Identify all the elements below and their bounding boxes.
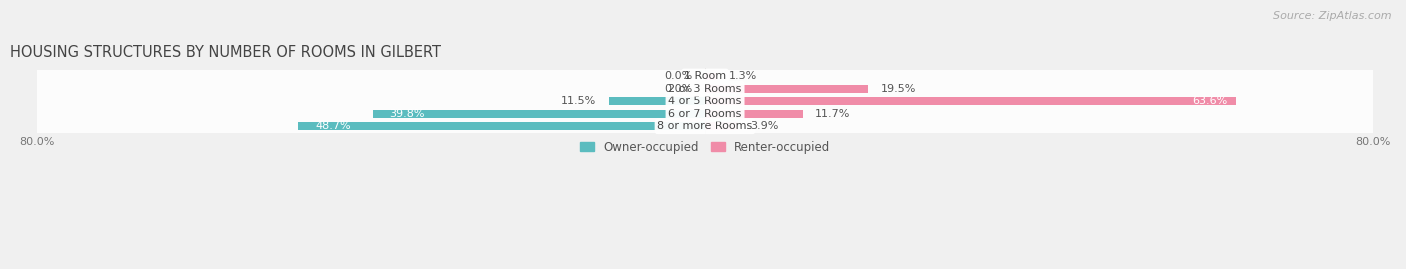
Text: HOUSING STRUCTURES BY NUMBER OF ROOMS IN GILBERT: HOUSING STRUCTURES BY NUMBER OF ROOMS IN… <box>10 45 441 60</box>
Text: 48.7%: 48.7% <box>315 121 350 131</box>
Text: 0.0%: 0.0% <box>664 71 693 82</box>
Text: 11.5%: 11.5% <box>561 96 596 106</box>
Text: 2 or 3 Rooms: 2 or 3 Rooms <box>668 84 742 94</box>
Bar <box>704 110 803 118</box>
Text: 39.8%: 39.8% <box>389 109 425 119</box>
Legend: Owner-occupied, Renter-occupied: Owner-occupied, Renter-occupied <box>575 136 835 158</box>
Text: 1.3%: 1.3% <box>728 71 756 82</box>
Text: 6 or 7 Rooms: 6 or 7 Rooms <box>668 109 742 119</box>
Text: Source: ZipAtlas.com: Source: ZipAtlas.com <box>1274 11 1392 21</box>
Bar <box>704 73 716 80</box>
Text: 4 or 5 Rooms: 4 or 5 Rooms <box>668 96 742 106</box>
Text: 3.9%: 3.9% <box>751 121 779 131</box>
Bar <box>37 83 1374 95</box>
Bar <box>373 110 704 118</box>
Text: 8 or more Rooms: 8 or more Rooms <box>658 121 752 131</box>
Bar <box>37 95 1374 108</box>
Text: 0.0%: 0.0% <box>664 84 693 94</box>
Text: 11.7%: 11.7% <box>815 109 851 119</box>
Text: 1 Room: 1 Room <box>683 71 725 82</box>
Bar <box>704 97 1236 105</box>
Bar <box>37 70 1374 83</box>
Bar <box>704 85 868 93</box>
Bar <box>298 122 704 130</box>
Bar <box>609 97 704 105</box>
Text: 19.5%: 19.5% <box>880 84 915 94</box>
Bar <box>37 108 1374 120</box>
Text: 63.6%: 63.6% <box>1192 96 1227 106</box>
Bar <box>704 122 738 130</box>
Bar <box>37 120 1374 133</box>
